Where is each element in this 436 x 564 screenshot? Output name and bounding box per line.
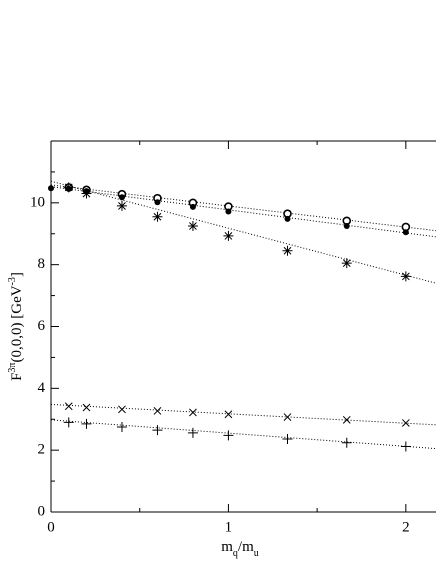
x-axis-label-part: u [254,548,259,559]
fit-line [50,180,436,284]
point [48,185,54,192]
point [225,208,232,215]
x-axis-label-part: q [233,548,238,559]
y-tick-label: 0 [38,503,46,519]
point [282,434,293,445]
fit-line [50,419,436,450]
y-axis-label-part: -3 [7,277,18,285]
point [282,245,293,256]
x-tick-label: 1 [225,519,233,535]
point [81,418,92,429]
y-axis-label-part: (0,0,0) [GeV [9,285,25,362]
y-tick-label: 2 [38,442,46,458]
point [187,427,198,438]
x-axis-label-part: /m [238,539,254,555]
fit-line [50,184,436,232]
point [401,419,410,427]
y-tick-label: 4 [38,380,46,396]
point [64,402,73,411]
point [223,230,234,241]
point [400,271,411,282]
point [402,229,409,236]
point [118,405,126,414]
point [283,413,292,421]
point [116,421,127,432]
y-axis-label: F3π(0,0,0) [GeV-3] [7,272,26,381]
y-axis-label-part: ] [9,272,25,277]
point [118,194,125,201]
point [343,223,350,230]
x-tick-label: 0 [47,519,55,535]
point [223,430,234,441]
y-tick-label: 6 [38,318,46,334]
fit-line [50,403,436,426]
point [342,415,351,424]
point [116,200,127,211]
point [152,425,163,436]
point [400,441,411,452]
point [189,408,197,417]
x-axis-label-part: m [221,539,233,555]
point [187,221,198,232]
point [224,410,233,419]
point [63,182,74,193]
fit-line [50,186,436,238]
point [341,437,352,448]
point [341,258,352,269]
y-axis-label-part: 3π [7,363,18,373]
x-tick-label: 2 [402,519,410,535]
point [284,215,291,222]
x-axis-label: mq/mu [221,539,259,558]
y-tick-label: 8 [38,256,46,272]
point [81,188,92,199]
y-axis-label-part: F [9,373,25,381]
point [82,403,91,412]
point [154,199,161,206]
point [63,417,74,428]
y-tick-label: 10 [30,194,45,210]
point [152,211,163,222]
point [189,203,196,210]
point [153,407,162,415]
